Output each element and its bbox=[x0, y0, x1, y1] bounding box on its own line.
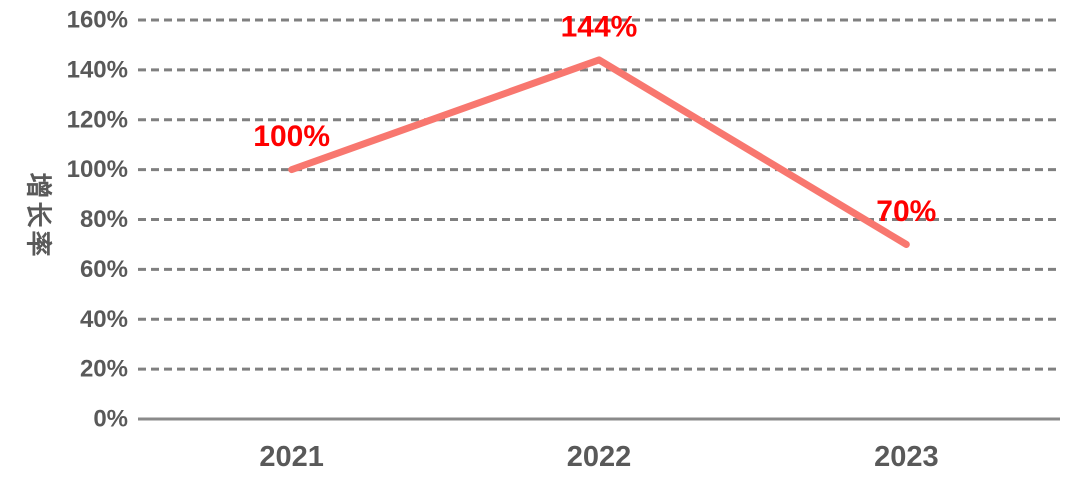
y-tick-label: 40% bbox=[80, 306, 128, 333]
y-tick-label: 20% bbox=[80, 356, 128, 383]
data-line-series bbox=[288, 56, 910, 248]
y-tick-label: 120% bbox=[67, 106, 128, 133]
x-tick-label: 2021 bbox=[259, 441, 324, 473]
y-tick-label: 0% bbox=[93, 406, 128, 433]
y-tick-label: 60% bbox=[80, 256, 128, 283]
y-tick-label: 140% bbox=[67, 56, 128, 83]
data-label: 100% bbox=[253, 120, 330, 153]
y-tick-label: 160% bbox=[67, 7, 128, 34]
y-tick-label: 100% bbox=[67, 156, 128, 183]
x-tick-label: 2022 bbox=[567, 441, 632, 473]
x-tick-label: 2023 bbox=[874, 441, 939, 473]
y-tick-label: 80% bbox=[80, 206, 128, 233]
data-label: 144% bbox=[561, 10, 638, 43]
data-label: 70% bbox=[876, 195, 936, 228]
y-axis-title: 增长率 bbox=[23, 172, 54, 260]
